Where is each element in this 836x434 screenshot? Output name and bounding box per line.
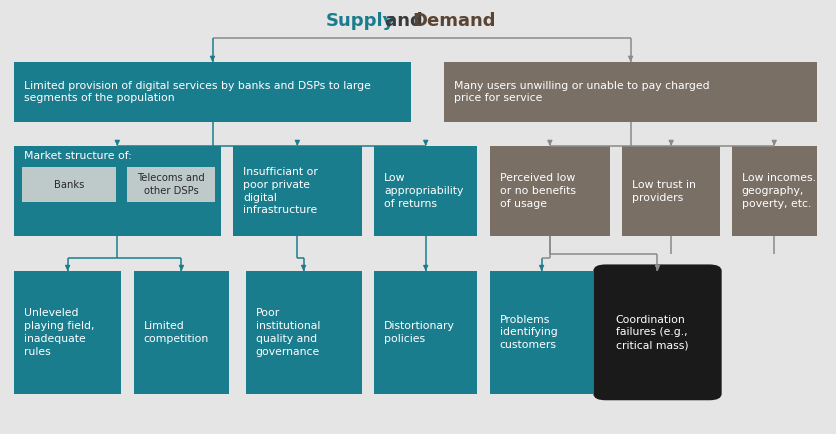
Text: Limited
competition: Limited competition — [144, 321, 209, 344]
Text: Many users unwilling or unable to pay charged
price for service: Many users unwilling or unable to pay ch… — [454, 81, 710, 103]
Text: Market structure of:: Market structure of: — [23, 151, 131, 161]
FancyBboxPatch shape — [233, 146, 361, 237]
Text: Banks: Banks — [54, 180, 84, 190]
Text: Perceived low
or no benefits
of usage: Perceived low or no benefits of usage — [500, 173, 576, 209]
Text: Limited provision of digital services by banks and DSPs to large
segments of the: Limited provision of digital services by… — [23, 81, 370, 103]
FancyBboxPatch shape — [14, 62, 411, 122]
FancyBboxPatch shape — [14, 271, 121, 394]
Text: Low trust in
providers: Low trust in providers — [632, 180, 696, 203]
FancyBboxPatch shape — [22, 168, 115, 202]
Text: Demand: Demand — [413, 12, 497, 30]
Text: Unleveled
playing field,
inadequate
rules: Unleveled playing field, inadequate rule… — [23, 308, 94, 357]
FancyBboxPatch shape — [444, 62, 817, 122]
FancyBboxPatch shape — [374, 271, 477, 394]
FancyBboxPatch shape — [732, 146, 817, 237]
Text: Coordination
failures (e.g.,
critical mass): Coordination failures (e.g., critical ma… — [615, 315, 688, 350]
Text: Distortionary
policies: Distortionary policies — [384, 321, 455, 344]
Text: Supply: Supply — [326, 12, 395, 30]
FancyBboxPatch shape — [14, 146, 221, 237]
FancyBboxPatch shape — [622, 146, 720, 237]
Text: Insufficiant or
poor private
digital
infrastructure: Insufficiant or poor private digital inf… — [243, 167, 318, 215]
Text: Low
appropriability
of returns: Low appropriability of returns — [384, 173, 463, 209]
Text: Low incomes.
geography,
poverty, etc.: Low incomes. geography, poverty, etc. — [742, 173, 816, 209]
FancyBboxPatch shape — [490, 146, 610, 237]
Text: Problems
identifying
customers: Problems identifying customers — [500, 315, 558, 350]
FancyBboxPatch shape — [374, 146, 477, 237]
FancyBboxPatch shape — [594, 264, 721, 400]
Text: Telecoms and
other DSPs: Telecoms and other DSPs — [137, 173, 205, 196]
Text: Poor
institutional
quality and
governance: Poor institutional quality and governanc… — [256, 308, 320, 357]
FancyBboxPatch shape — [490, 271, 594, 394]
FancyBboxPatch shape — [134, 271, 229, 394]
FancyBboxPatch shape — [246, 271, 361, 394]
FancyBboxPatch shape — [127, 168, 215, 202]
Text: and: and — [379, 12, 429, 30]
